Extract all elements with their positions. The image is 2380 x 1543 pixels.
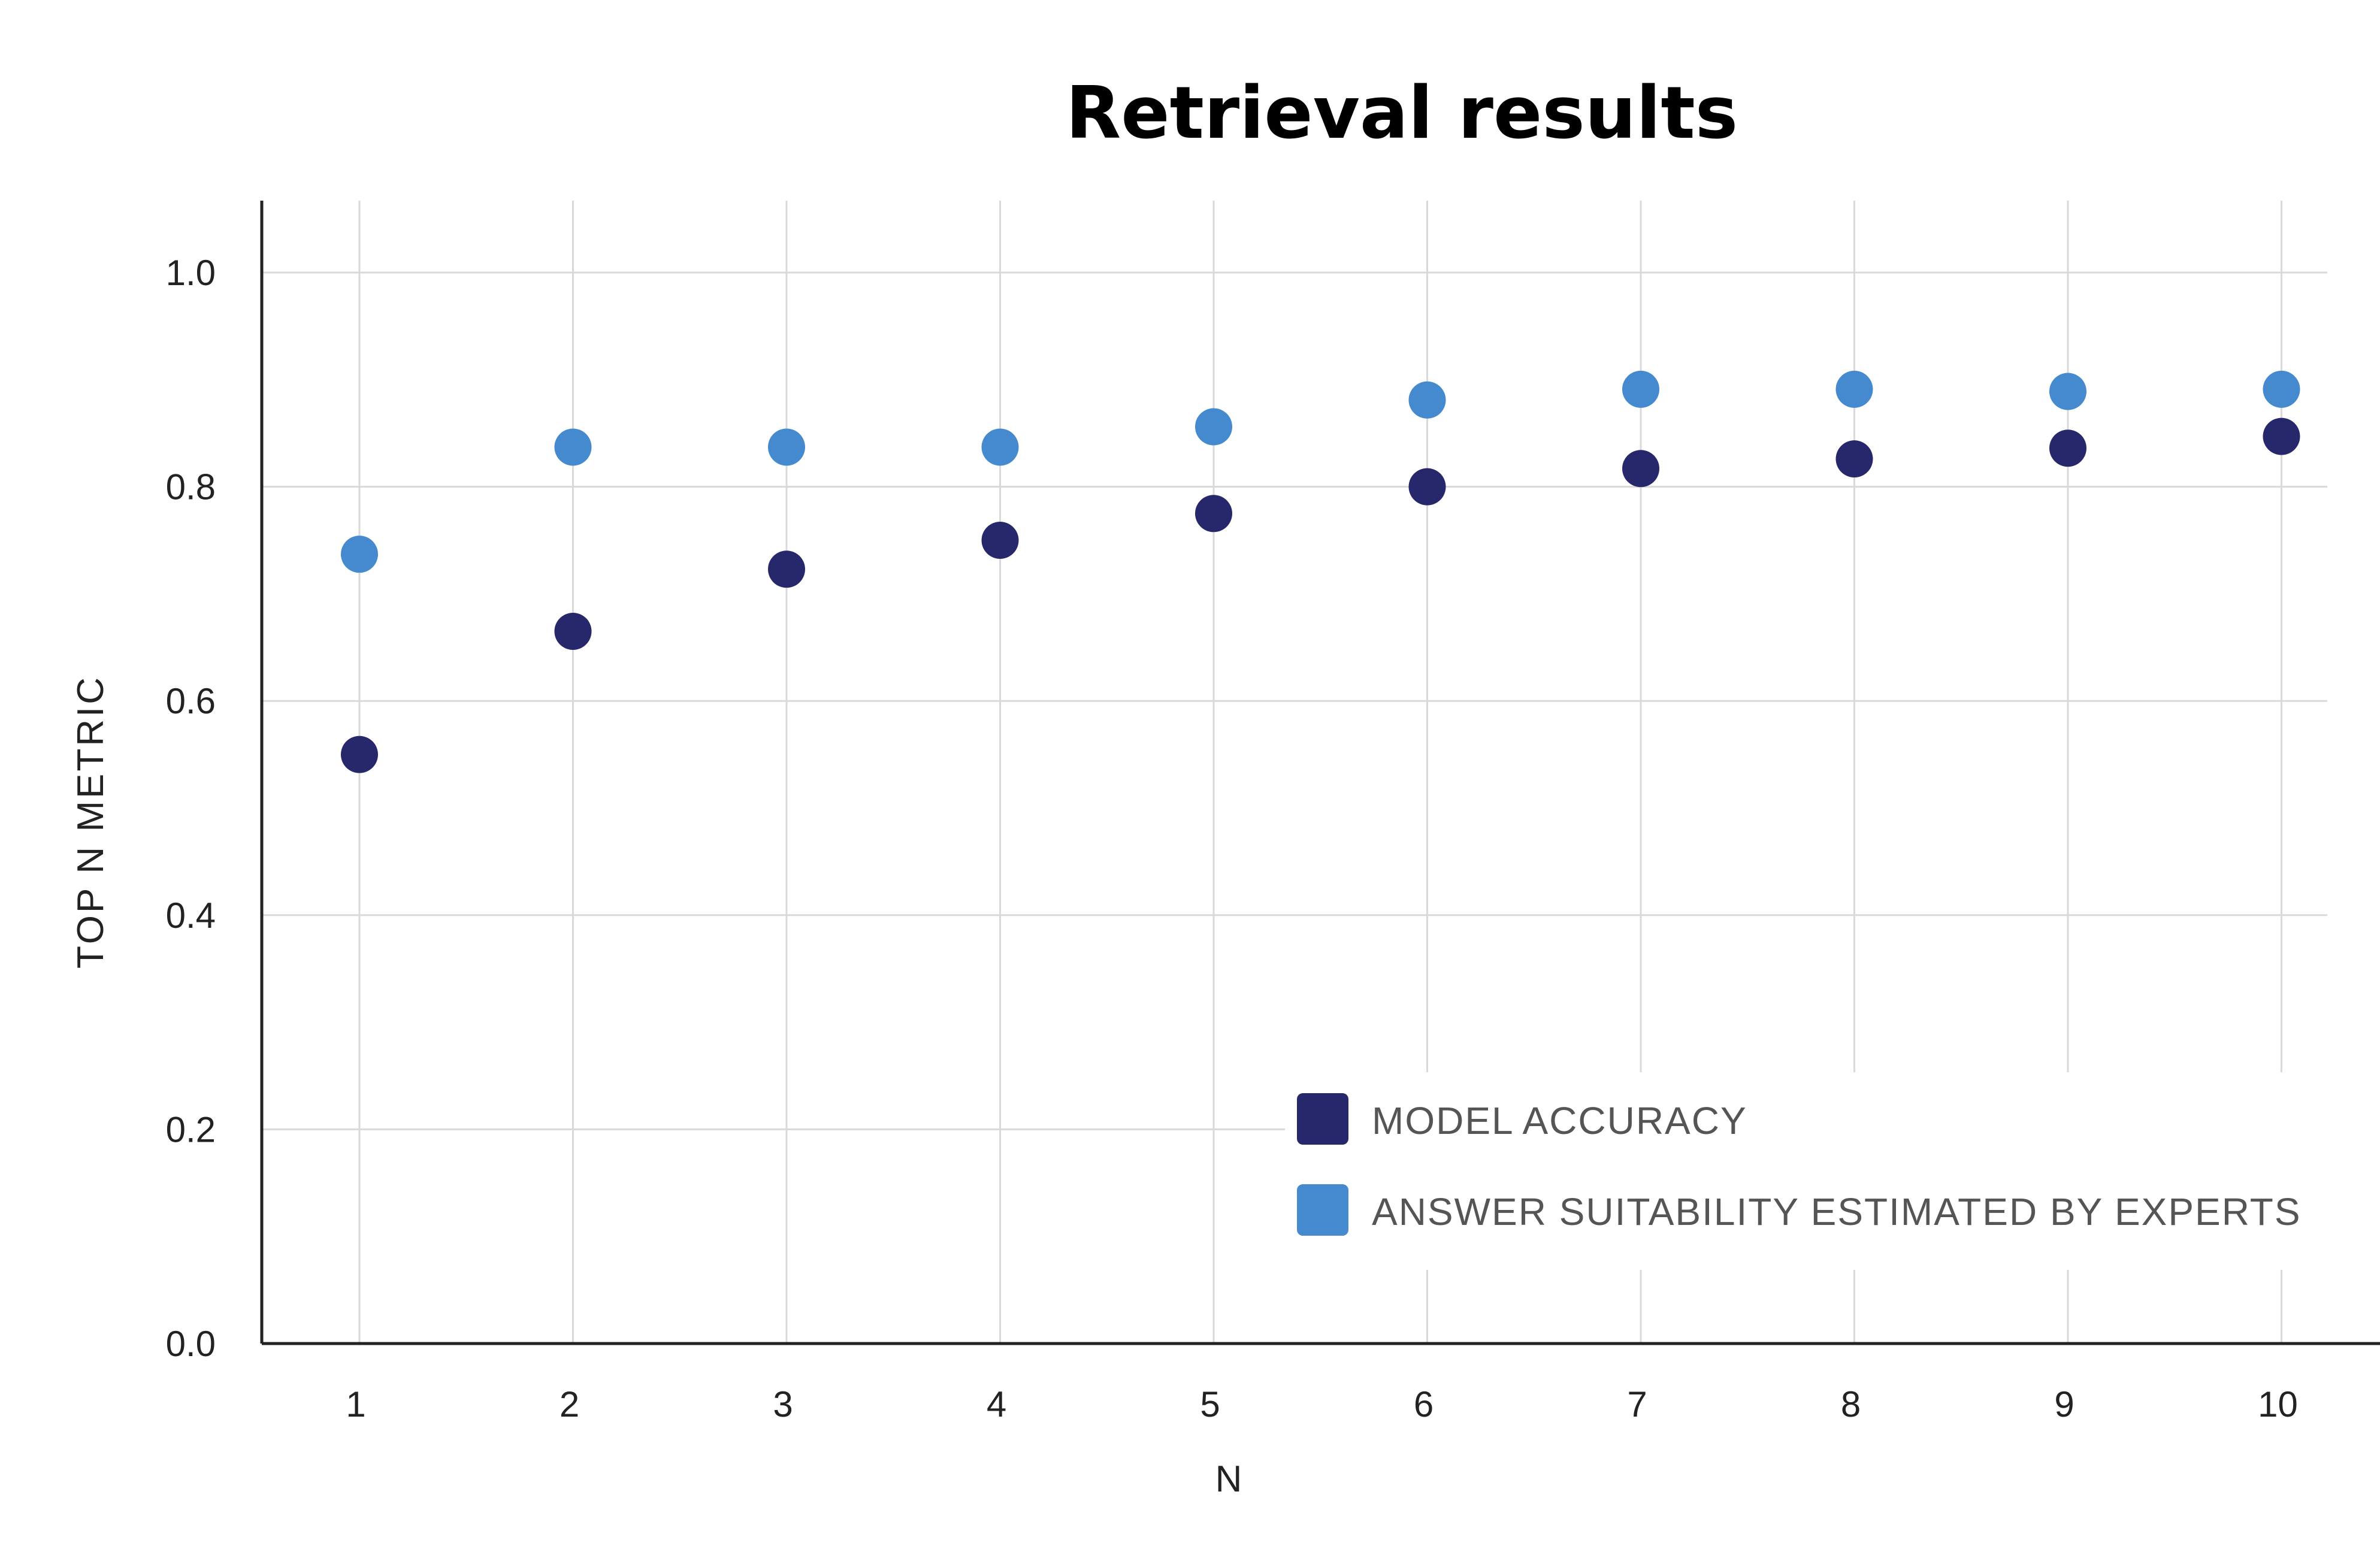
x-tick-label: 1 — [346, 1384, 365, 1424]
x-tick-label: 7 — [1627, 1384, 1647, 1424]
x-tick-label: 3 — [773, 1384, 793, 1424]
answer-suitability-point — [554, 428, 592, 466]
model-accuracy-point — [341, 736, 378, 773]
answer-suitability-point — [1195, 408, 1232, 446]
model-accuracy-point — [981, 522, 1019, 559]
legend: MODEL ACCURACY ANSWER SUITABILITY ESTIMAT… — [1297, 1093, 2302, 1236]
data-points — [341, 370, 2300, 773]
y-tick-label: 0.8 — [166, 467, 216, 507]
legend-background — [1285, 1072, 2327, 1270]
y-tick-label: 1.0 — [166, 253, 216, 293]
y-tick-labels: 0.0 0.2 0.4 0.6 0.8 1.0 — [166, 253, 216, 1364]
answer-suitability-point — [341, 535, 378, 573]
x-tick-label: 2 — [560, 1384, 579, 1424]
answer-suitability-point — [1835, 370, 1873, 408]
model-accuracy-point — [768, 550, 805, 588]
answer-suitability-point — [981, 428, 1019, 466]
legend-label: MODEL ACCURACY — [1372, 1099, 1747, 1142]
x-tick-label: 4 — [987, 1384, 1006, 1424]
model-accuracy-point — [1408, 468, 1446, 506]
answer-suitability-point — [2263, 370, 2300, 408]
chart-title: Retrieval results — [1066, 72, 1738, 155]
legend-box — [1285, 1072, 2327, 1270]
y-tick-label: 0.6 — [166, 681, 216, 721]
answer-suitability-point — [1622, 370, 1659, 408]
legend-label: ANSWER SUITABILITY ESTIMATED BY EXPERTS — [1372, 1190, 2302, 1233]
model-accuracy-point — [554, 612, 592, 650]
x-axis-label: N — [1215, 1459, 1245, 1500]
answer-suitability-point — [2049, 373, 2086, 410]
x-tick-labels: 1 2 3 4 5 6 7 8 9 10 — [346, 1384, 2298, 1424]
x-tick-label: 6 — [1414, 1384, 1434, 1424]
legend-swatch — [1297, 1184, 1348, 1236]
model-accuracy-point — [1622, 450, 1659, 488]
y-tick-label: 0.4 — [166, 895, 216, 936]
y-axis-label: TOP N METRIC — [70, 675, 111, 969]
legend-swatch — [1297, 1093, 1348, 1145]
answer-suitability-point — [768, 428, 805, 466]
y-tick-label: 0.2 — [166, 1109, 216, 1149]
x-tick-label: 5 — [1200, 1384, 1220, 1424]
answer-suitability-point — [1408, 381, 1446, 419]
x-tick-label: 8 — [1841, 1384, 1861, 1424]
x-tick-label: 10 — [2258, 1384, 2298, 1424]
x-tick-label: 9 — [2054, 1384, 2074, 1424]
model-accuracy-point — [2263, 417, 2300, 455]
y-tick-label: 0.0 — [166, 1324, 216, 1364]
model-accuracy-point — [1835, 440, 1873, 478]
model-accuracy-point — [1195, 495, 1232, 533]
model-accuracy-point — [2049, 429, 2086, 467]
